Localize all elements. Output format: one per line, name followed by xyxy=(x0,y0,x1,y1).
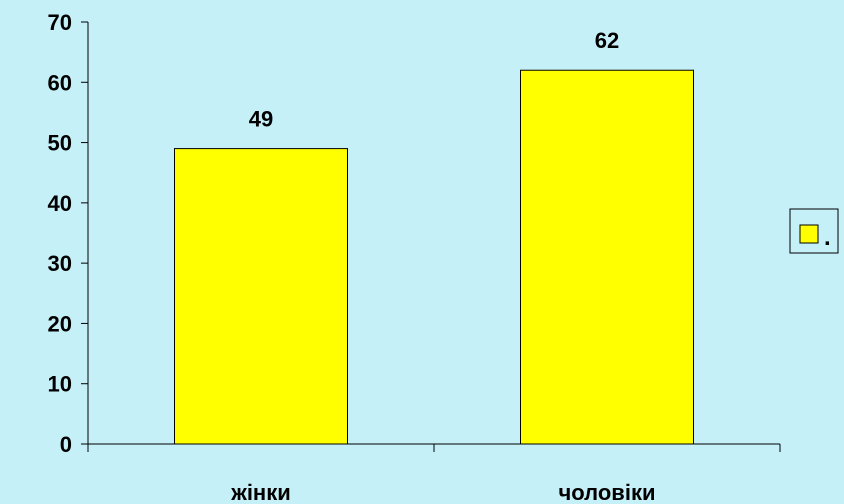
y-tick-label: 40 xyxy=(48,191,72,216)
data-label: 49 xyxy=(249,107,273,132)
legend-box xyxy=(789,208,839,254)
y-tick-label: 60 xyxy=(48,70,72,95)
data-label: 62 xyxy=(595,28,619,53)
y-tick-label: 0 xyxy=(60,432,72,457)
legend: . xyxy=(789,208,839,254)
bar xyxy=(520,69,694,445)
y-tick-label: 10 xyxy=(48,372,72,397)
y-tick-label: 30 xyxy=(48,251,72,276)
y-tick-label: 20 xyxy=(48,311,72,336)
y-tick-label: 50 xyxy=(48,131,72,156)
legend-label: . xyxy=(824,224,831,251)
bar xyxy=(174,148,348,445)
x-tick-label: чоловіки xyxy=(559,480,656,504)
y-tick-label: 70 xyxy=(48,10,72,35)
x-tick-label: жінки xyxy=(230,480,291,504)
plot-area: 0 10 20 30 40 50 60 70 49 жінки 62 чоловіки xyxy=(48,10,781,504)
legend-swatch xyxy=(799,224,819,244)
